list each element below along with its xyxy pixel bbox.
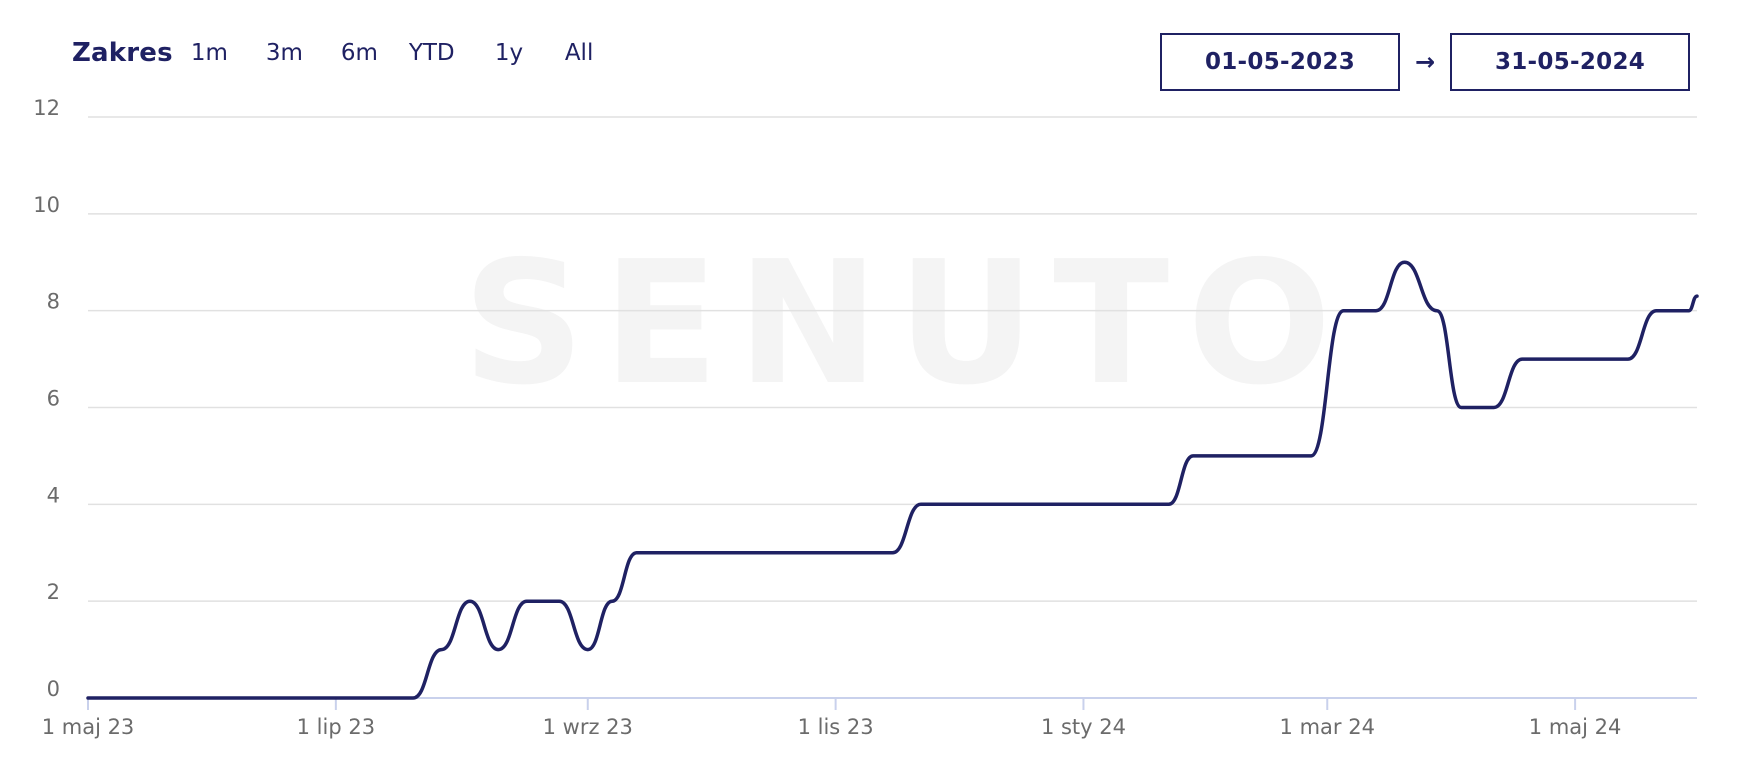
range-button-1m[interactable]: 1m <box>190 40 228 66</box>
x-tick-label: 1 maj 24 <box>1529 715 1622 739</box>
y-tick-label: 10 <box>33 193 60 217</box>
range-button-6m[interactable]: 6m <box>340 40 378 66</box>
x-axis-ticks: 1 maj 23 1 lip 23 1 wrz 23 1 lis 23 1 sty 24… <box>42 698 1622 739</box>
date-range: 01-05-2023 → 31-05-2024 <box>1160 33 1690 91</box>
x-tick-label: 1 maj 23 <box>42 715 135 739</box>
range-selector: Zakres 1m 3m 6m YTD 1y All <box>72 36 593 70</box>
y-tick-label: 8 <box>47 290 60 314</box>
x-tick-label: 1 sty 24 <box>1041 715 1126 739</box>
series-line-0 <box>86 260 1699 700</box>
y-tick-label: 2 <box>47 580 60 604</box>
y-tick-label: 12 <box>33 96 60 120</box>
range-button-all[interactable]: All <box>564 40 594 66</box>
watermark-senuto: SENUTO <box>462 225 1349 423</box>
y-axis-ticks: 0 2 4 6 8 10 12 <box>33 96 60 701</box>
gridlines <box>88 116 1697 602</box>
date-to-input[interactable]: 31-05-2024 <box>1450 33 1690 91</box>
y-tick-label: 0 <box>47 677 60 701</box>
range-button-1y[interactable]: 1y <box>494 40 524 66</box>
range-selector-title: Zakres <box>72 38 173 68</box>
x-tick-label: 1 lis 23 <box>798 715 874 739</box>
date-from-input[interactable]: 01-05-2023 <box>1160 33 1400 91</box>
series-layer <box>86 260 1699 700</box>
range-button-ytd[interactable]: YTD <box>408 40 455 66</box>
arrow-right-icon: → <box>1414 48 1436 76</box>
y-tick-label: 6 <box>47 387 60 411</box>
y-tick-label: 4 <box>47 483 60 507</box>
range-button-3m[interactable]: 3m <box>265 40 303 66</box>
x-tick-label: 1 lip 23 <box>297 715 375 739</box>
x-tick-label: 1 mar 24 <box>1280 715 1375 739</box>
x-tick-label: 1 wrz 23 <box>543 715 633 739</box>
